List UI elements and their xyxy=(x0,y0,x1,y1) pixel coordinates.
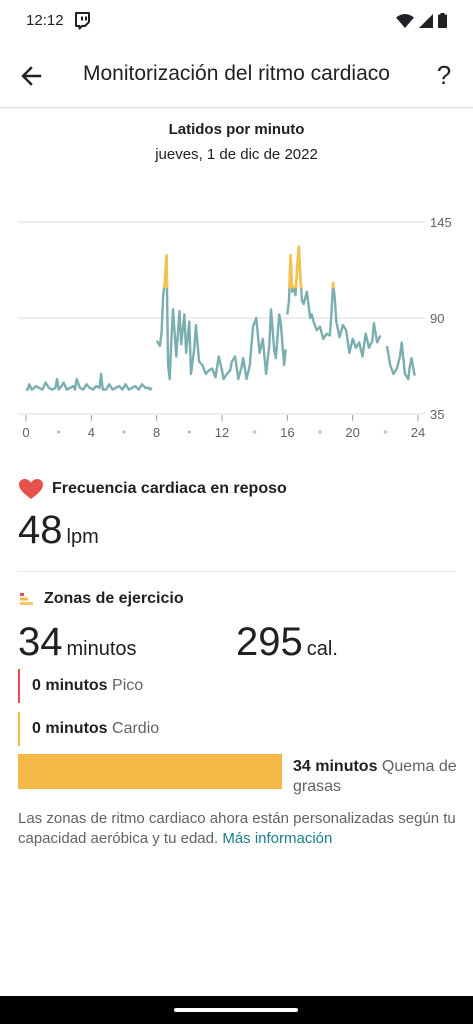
heart-rate-line xyxy=(286,245,382,358)
fat-burn-zone-highlight xyxy=(288,245,336,289)
x-tick-label: 8 xyxy=(153,425,160,440)
y-tick-label: 90 xyxy=(430,311,444,326)
more-info-link[interactable]: Más información xyxy=(222,830,333,847)
cardio-zone-label: Cardio xyxy=(112,720,160,737)
peak-zone-label: Pico xyxy=(112,677,144,694)
signal-icon xyxy=(419,13,433,28)
peak-zone-amount: 0 minutos xyxy=(32,677,108,694)
status-bar: 12:12 xyxy=(0,0,473,42)
peak-zone-bar xyxy=(18,669,20,703)
x-minor-dot xyxy=(318,430,322,434)
fat-burn-zone-text: 34 minutos Quema de grasas xyxy=(293,757,458,797)
zones-icon xyxy=(20,593,33,605)
zones-minutes-unit: minutos xyxy=(66,638,137,660)
zone-row-cardio: 0 minutos Cardio xyxy=(18,712,438,746)
y-tick-label: 35 xyxy=(430,407,444,422)
x-minor-dot xyxy=(253,430,257,434)
back-arrow-icon[interactable] xyxy=(18,62,46,90)
app-bar: Monitorización del ritmo cardiaco ? xyxy=(0,42,473,108)
divider xyxy=(18,571,455,572)
x-tick-label: 20 xyxy=(345,425,359,440)
x-tick-label: 24 xyxy=(411,425,425,440)
cardio-zone-amount: 0 minutos xyxy=(32,720,108,737)
wifi-icon xyxy=(396,13,414,28)
fat-burn-zone-bar xyxy=(18,754,282,789)
fat-burn-zone-highlight xyxy=(162,253,169,289)
y-tick-label: 145 xyxy=(430,215,452,230)
chart-date: jueves, 1 de dic de 2022 xyxy=(155,146,318,163)
x-minor-dot xyxy=(383,430,387,434)
resting-heart-rate-section: Frecuencia cardiaca en reposo 48 lpm xyxy=(18,478,455,553)
x-minor-dot xyxy=(57,430,61,434)
x-minor-dot xyxy=(122,430,126,434)
status-time: 12:12 xyxy=(26,12,64,29)
chart-title: Latidos por minuto xyxy=(168,121,305,138)
heart-rate-line xyxy=(155,254,287,381)
fat-burn-zone-label: Quema de grasas xyxy=(293,758,457,795)
x-minor-dot xyxy=(187,430,191,434)
x-tick-label: 16 xyxy=(280,425,294,440)
zones-minutes-value: 34 xyxy=(18,620,63,664)
navigation-bar xyxy=(0,996,473,1024)
fat-burn-zone-amount: 34 minutos xyxy=(293,758,378,775)
x-tick-label: 0 xyxy=(22,425,29,440)
resting-heading: Frecuencia cardiaca en reposo xyxy=(52,480,287,497)
resting-value: 48 xyxy=(18,508,63,552)
exercise-zones-section: Zonas de ejercicio 34 minutos 295 cal. xyxy=(18,590,455,670)
x-tick-label: 12 xyxy=(215,425,229,440)
zones-heading: Zonas de ejercicio xyxy=(44,590,184,607)
resting-unit: lpm xyxy=(66,526,99,548)
zones-calories-unit: cal. xyxy=(306,638,338,660)
help-button[interactable]: ? xyxy=(436,60,452,90)
zones-calories-value: 295 xyxy=(236,620,303,664)
battery-icon xyxy=(438,13,447,28)
zones-note-text: Las zonas de ritmo cardiaco ahora están … xyxy=(18,810,456,847)
page-title: Monitorización del ritmo cardiaco xyxy=(83,62,390,85)
twitch-icon xyxy=(75,12,90,30)
home-handle[interactable] xyxy=(174,1008,298,1012)
zones-note: Las zonas de ritmo cardiaco ahora están … xyxy=(18,809,458,849)
heart-rate-line xyxy=(385,341,416,381)
zone-row-peak: 0 minutos Pico xyxy=(18,669,438,703)
cardio-zone-bar xyxy=(18,712,20,746)
heart-rate-line xyxy=(26,372,153,391)
x-tick-label: 4 xyxy=(88,425,95,440)
heart-rate-chart[interactable]: 145 90 35 0 4 8 12 16 20 24 xyxy=(0,205,473,445)
heart-icon xyxy=(19,479,43,499)
